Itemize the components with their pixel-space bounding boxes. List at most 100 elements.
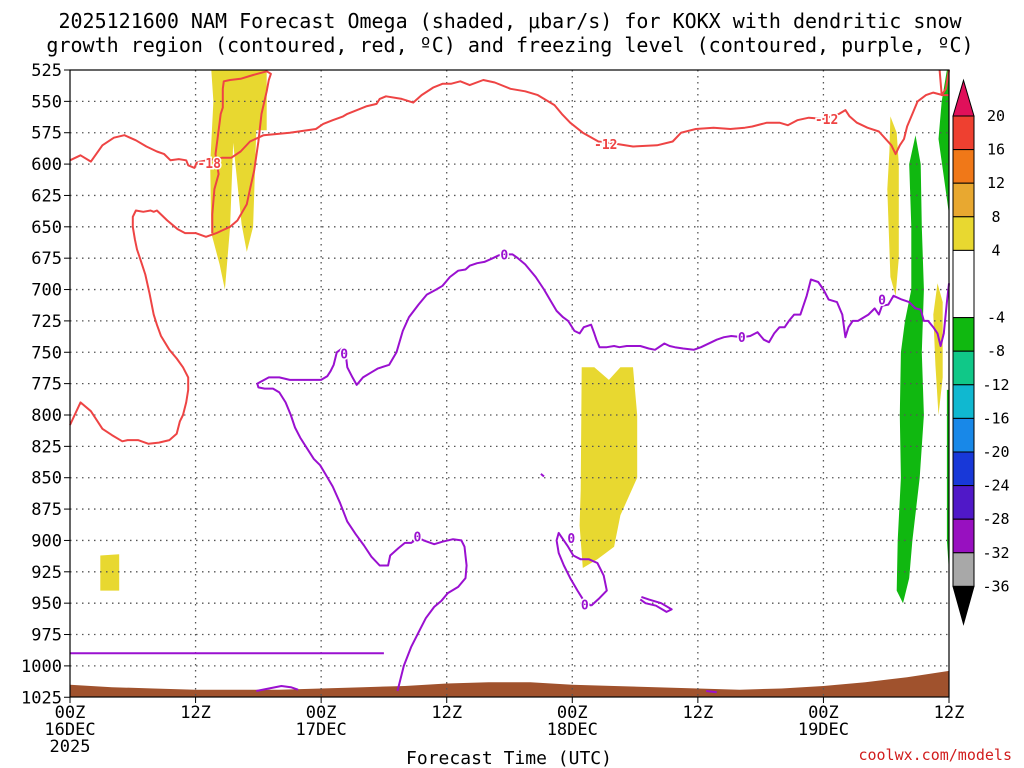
contour-label-2: -12 [815,113,838,128]
colorbar-bin-6 [952,317,975,352]
colorbar-label-0: 20 [987,107,1005,125]
x-tick-label-4-1: 18DEC [547,720,598,740]
y-tick-label-17: 950 [31,594,62,614]
omega-region-1 [100,554,120,591]
omega-region-0 [210,70,267,290]
y-tick-label-12: 825 [31,437,62,457]
colorbar-label-11: -28 [982,510,1009,528]
chart-title-line-2: growth region (contoured, red, ºC) and f… [46,33,973,57]
colorbar-bin-1 [952,115,975,151]
colorbar-label-1: 16 [987,141,1005,159]
omega-shading [100,70,949,604]
y-tick-label-16: 925 [31,563,62,583]
chart-title-line-1: 2025121600 NAM Forecast Omega (shaded, μ… [58,9,962,33]
freezing-contour-5 [639,595,673,613]
omega-region-4 [896,135,924,604]
x-tick-label-6-1: 19DEC [798,720,849,740]
colorbar-bin-2 [952,149,975,184]
y-tick-label-9: 750 [31,343,62,363]
colorbar-label-2: 12 [987,174,1005,192]
colorbar: 20 16 12 8 4 -4 -8 -12 -16 -20 -24 -28 -32 -36 [952,78,1010,626]
y-tick-label-15: 900 [31,531,62,551]
y-tick-label-1: 550 [31,92,62,112]
contour-label-6: 0 [878,294,886,309]
y-tick-label-20: 1025 [21,688,62,708]
y-tick-label-19: 1000 [21,657,62,677]
y-axis-pressure: 525 550 575 600 625 650 675 700 725 750 775 800 825 8… [21,61,70,708]
colorbar-label-10: -24 [982,477,1009,495]
contour-label-4: 0 [340,348,348,363]
colorbar-label-12: -32 [982,544,1009,562]
x-tick-label-0-0: 00Z [55,703,86,723]
dgz-contour-2 [938,69,950,97]
dendritic-growth-contours [69,69,950,445]
x-tick-label-1-0: 12Z [180,703,211,723]
contour-label-0: -18 [197,157,221,172]
contour-label-3: 0 [500,248,508,263]
colorbar-bin-12 [952,518,975,554]
x-tick-label-0-2: 2025 [50,737,91,757]
y-tick-label-8: 725 [31,312,62,332]
y-tick-label-7: 700 [31,281,62,301]
omega-region-3 [887,116,899,296]
colorbar-bin-14 [952,585,975,626]
colorbar-label-4: 4 [991,241,1000,259]
contour-label-1: -12 [594,138,617,153]
colorbar-label-3: 8 [991,208,1000,226]
x-tick-label-5-0: 12Z [682,703,713,723]
freezing-contour-3 [540,473,545,478]
contour-label-7: 0 [414,531,422,546]
x-tick-label-6-0: 00Z [808,703,839,723]
y-tick-label-13: 850 [31,469,62,489]
x-tick-label-3-0: 12Z [431,703,462,723]
x-tick-label-2-1: 17DEC [296,720,347,740]
colorbar-bin-9 [952,417,975,453]
colorbar-bin-4 [952,216,975,251]
colorbar-label-9: -20 [982,443,1009,461]
y-tick-label-2: 575 [31,124,62,144]
x-tick-label-2-0: 00Z [306,703,337,723]
y-tick-label-18: 975 [31,626,62,646]
colorbar-bin-11 [952,485,975,520]
y-tick-label-5: 650 [31,218,62,238]
dgz-contour-1 [69,70,272,445]
x-tick-label-0-1: 16DEC [44,720,95,740]
colorbar-bin-8 [952,384,975,419]
terrain-area [70,670,949,697]
contour-label-5: 0 [738,331,746,346]
colorbar-bin-10 [952,451,975,487]
x-tick-label-4-0: 00Z [557,703,588,723]
y-tick-label-0: 525 [31,61,62,81]
y-tick-label-6: 675 [31,249,62,269]
freezing-contour-2 [256,253,950,692]
colorbar-bin-3 [952,182,975,218]
contour-label-8: 0 [581,598,589,613]
y-tick-label-10: 775 [31,375,62,395]
y-tick-label-3: 600 [31,155,62,175]
freezing-level-contours [70,253,950,694]
y-tick-label-11: 800 [31,406,62,426]
colorbar-bin-5 [952,249,975,319]
omega-region-2 [579,367,638,568]
x-tick-label-7-0: 12Z [934,703,965,723]
contour-labels: -18 -12 -12 0 0 0 0 0 0 0 [196,111,888,614]
credit-text: coolwx.com/models [858,746,1012,764]
contour-label-9: 0 [567,532,575,547]
y-tick-label-14: 875 [31,500,62,520]
colorbar-bin-13 [952,552,975,587]
colorbar-label-7: -12 [982,376,1009,394]
freezing-contour-1 [256,685,299,692]
grid-lines [70,70,949,697]
colorbar-label-8: -16 [982,409,1009,427]
freezing-contour-6 [706,690,717,694]
omega-region-5 [938,70,949,215]
freezing-contour-4 [555,531,608,607]
colorbar-label-6: -8 [987,342,1005,360]
y-tick-label-4: 625 [31,186,62,206]
x-axis-label: Forecast Time (UTC) [406,748,612,768]
dgz-contour-0 [69,79,949,169]
terrain-fill [70,670,949,697]
colorbar-label-5: -4 [987,309,1005,327]
